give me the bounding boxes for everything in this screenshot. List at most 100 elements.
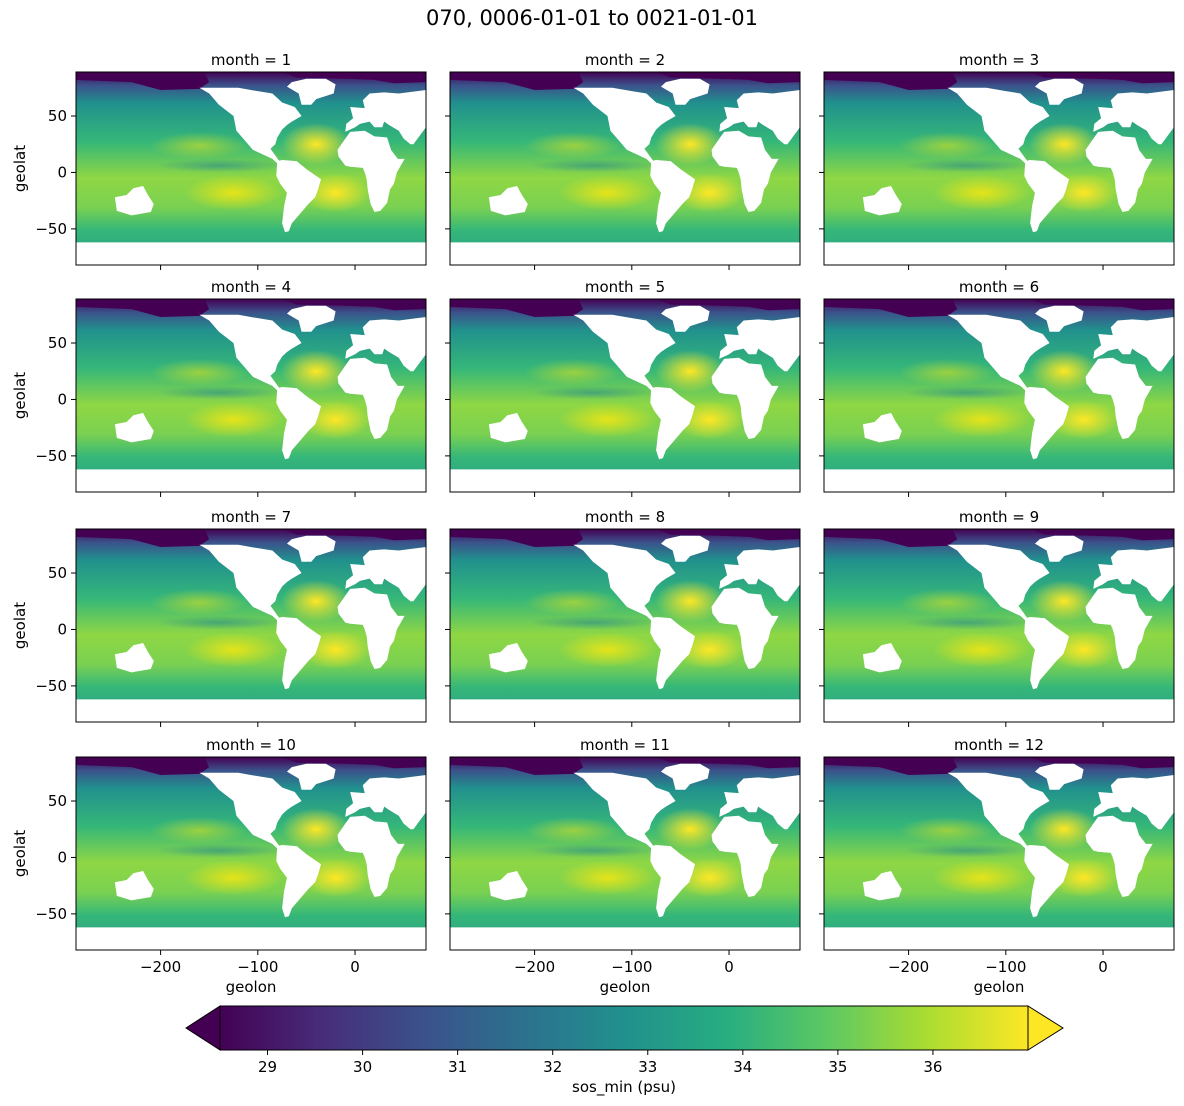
land-mask xyxy=(488,870,528,901)
subplot-month-11: month = 11 −200 −100 0 geolon xyxy=(445,736,801,996)
land-mask xyxy=(660,535,710,562)
subplot-title: month = 7 xyxy=(211,508,291,526)
subplot-title: month = 5 xyxy=(585,278,665,296)
salinity-max-north-pacific xyxy=(898,816,997,844)
land-mask xyxy=(650,160,695,233)
salinity-max-north-pacific xyxy=(150,588,249,616)
fresh-equatorial-band xyxy=(903,158,1030,173)
colorbar-tick-label: 30 xyxy=(353,1058,372,1076)
land-mask xyxy=(337,587,405,669)
land-mask xyxy=(1034,535,1084,562)
subplot-title: month = 2 xyxy=(585,51,665,69)
land-mask xyxy=(824,927,1174,950)
colorbar-tick-label: 36 xyxy=(923,1058,942,1076)
land-mask xyxy=(719,317,800,372)
x-axis-label: geolon xyxy=(974,978,1025,996)
land-mask xyxy=(947,544,1050,621)
land-mask xyxy=(824,699,1174,722)
arctic-low-salinity xyxy=(824,299,958,318)
land-mask xyxy=(345,90,426,145)
land-mask xyxy=(450,469,800,492)
land-mask xyxy=(1085,587,1153,669)
y-tick-label: −50 xyxy=(35,220,67,238)
arctic-low-salinity xyxy=(824,529,958,548)
colorbar-label: sos_min (psu) xyxy=(572,1078,676,1097)
salinity-max-north-atlantic xyxy=(655,808,726,851)
axes-frame xyxy=(823,298,1175,493)
arctic-low-salinity xyxy=(1030,299,1174,311)
axes-frame xyxy=(449,528,801,723)
land-mask xyxy=(824,242,1174,265)
subplot-month-9: month = 9 xyxy=(819,508,1175,727)
land-mask xyxy=(199,772,302,849)
axes-frame xyxy=(823,756,1175,951)
land-mask xyxy=(1034,763,1084,790)
land-mask xyxy=(488,642,528,673)
subplot-title: month = 3 xyxy=(959,51,1039,69)
salinity-max-north-pacific xyxy=(898,131,997,159)
salinity-max-north-atlantic xyxy=(655,580,726,623)
land-mask xyxy=(488,412,528,443)
subplot-title: month = 6 xyxy=(959,278,1039,296)
colorbar-extend-min xyxy=(185,1005,221,1051)
arctic-low-salinity xyxy=(656,757,800,769)
land-mask xyxy=(1024,845,1069,918)
arctic-low-salinity xyxy=(76,72,210,91)
land-mask xyxy=(286,78,336,105)
land-mask xyxy=(337,357,405,439)
salinity-max-north-atlantic xyxy=(281,350,352,393)
salinity-max-north-atlantic xyxy=(655,350,726,393)
land-mask xyxy=(76,927,426,950)
salinity-max-north-atlantic xyxy=(1029,580,1100,623)
land-mask xyxy=(488,185,528,216)
arctic-low-salinity xyxy=(282,529,426,541)
x-axis-label: geolon xyxy=(226,978,277,996)
land-mask xyxy=(199,314,302,391)
arctic-low-salinity xyxy=(76,299,210,318)
land-mask xyxy=(573,772,676,849)
axes-frame xyxy=(823,528,1175,723)
arctic-low-salinity xyxy=(1030,72,1174,84)
land-mask xyxy=(947,314,1050,391)
arctic-low-salinity xyxy=(656,72,800,84)
land-mask xyxy=(573,87,676,164)
salinity-max-south-pacific xyxy=(184,860,283,896)
y-axis-label: geolat xyxy=(11,145,29,192)
fresh-equatorial-band xyxy=(529,385,656,400)
fresh-equatorial-band xyxy=(903,385,1030,400)
land-mask xyxy=(719,90,800,145)
arctic-low-salinity xyxy=(450,299,584,318)
salinity-max-north-atlantic xyxy=(281,808,352,851)
land-mask xyxy=(450,699,800,722)
salinity-max-north-pacific xyxy=(898,358,997,386)
axes-frame xyxy=(75,298,427,493)
salinity-max-south-pacific xyxy=(184,402,283,438)
salinity-max-south-pacific xyxy=(558,632,657,668)
subplot-title: month = 11 xyxy=(580,736,670,754)
arctic-low-salinity xyxy=(450,529,584,548)
colorbar-tick-label: 32 xyxy=(543,1058,562,1076)
salinity-max-north-atlantic xyxy=(281,123,352,166)
y-tick-label: 0 xyxy=(57,620,67,638)
land-mask xyxy=(573,544,676,621)
land-mask xyxy=(1024,617,1069,690)
land-mask xyxy=(286,763,336,790)
y-tick-label: 0 xyxy=(57,163,67,181)
x-tick-label: −100 xyxy=(611,958,652,976)
land-mask xyxy=(947,772,1050,849)
arctic-low-salinity xyxy=(1030,757,1174,769)
land-mask xyxy=(199,544,302,621)
y-tick-label: 50 xyxy=(48,334,67,352)
land-mask xyxy=(711,815,779,897)
land-mask xyxy=(1085,130,1153,212)
arctic-low-salinity xyxy=(282,72,426,84)
x-tick-label: −100 xyxy=(237,958,278,976)
salinity-max-south-pacific xyxy=(932,632,1031,668)
x-tick-label: −200 xyxy=(140,958,181,976)
arctic-low-salinity xyxy=(282,299,426,311)
land-mask xyxy=(114,642,154,673)
subplot-month-12: month = 12 −200 −100 0 geolon xyxy=(819,736,1175,996)
subplot-month-3: month = 3 xyxy=(819,51,1175,270)
land-mask xyxy=(199,87,302,164)
